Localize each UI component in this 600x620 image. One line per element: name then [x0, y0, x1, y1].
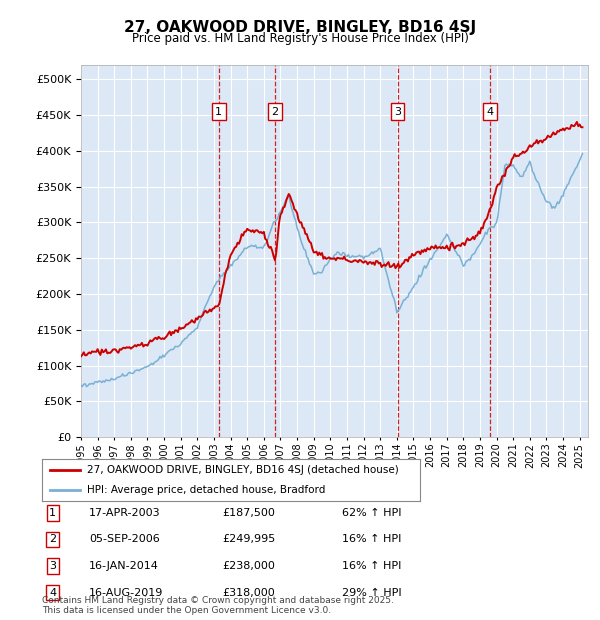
Text: HPI: Average price, detached house, Bradford: HPI: Average price, detached house, Brad… — [88, 485, 326, 495]
Text: 29% ↑ HPI: 29% ↑ HPI — [342, 588, 401, 598]
Text: £238,000: £238,000 — [222, 561, 275, 571]
Text: £249,995: £249,995 — [222, 534, 275, 544]
Text: 1: 1 — [215, 107, 223, 117]
Text: 3: 3 — [394, 107, 401, 117]
Text: 16-JAN-2014: 16-JAN-2014 — [89, 561, 158, 571]
Text: £187,500: £187,500 — [222, 508, 275, 518]
Text: Contains HM Land Registry data © Crown copyright and database right 2025.
This d: Contains HM Land Registry data © Crown c… — [42, 596, 394, 615]
Text: 62% ↑ HPI: 62% ↑ HPI — [342, 508, 401, 518]
Text: 16% ↑ HPI: 16% ↑ HPI — [342, 534, 401, 544]
Text: 2: 2 — [49, 534, 56, 544]
Text: 4: 4 — [49, 588, 56, 598]
Text: 27, OAKWOOD DRIVE, BINGLEY, BD16 4SJ: 27, OAKWOOD DRIVE, BINGLEY, BD16 4SJ — [124, 20, 476, 35]
Text: £318,000: £318,000 — [222, 588, 275, 598]
Text: 2: 2 — [271, 107, 278, 117]
Text: 16% ↑ HPI: 16% ↑ HPI — [342, 561, 401, 571]
Text: 1: 1 — [49, 508, 56, 518]
Text: 3: 3 — [49, 561, 56, 571]
Text: Price paid vs. HM Land Registry's House Price Index (HPI): Price paid vs. HM Land Registry's House … — [131, 32, 469, 45]
Text: 27, OAKWOOD DRIVE, BINGLEY, BD16 4SJ (detached house): 27, OAKWOOD DRIVE, BINGLEY, BD16 4SJ (de… — [88, 465, 399, 475]
Text: 4: 4 — [487, 107, 494, 117]
Text: 05-SEP-2006: 05-SEP-2006 — [89, 534, 160, 544]
Text: 16-AUG-2019: 16-AUG-2019 — [89, 588, 163, 598]
Text: 17-APR-2003: 17-APR-2003 — [89, 508, 160, 518]
